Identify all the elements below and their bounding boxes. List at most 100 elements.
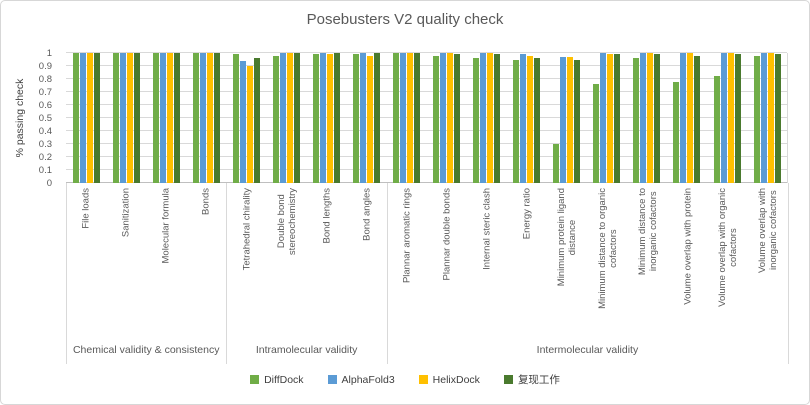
bar-DiffDock <box>72 53 79 183</box>
group-label: Intermolecular validity <box>536 344 639 356</box>
bar-AlphaFold3 <box>199 53 206 183</box>
bar-复现工作 <box>774 54 781 183</box>
bar-DiffDock <box>272 55 279 183</box>
legend-swatch-icon <box>418 375 428 384</box>
gridline <box>66 156 787 157</box>
category-label: Minimum distance to organic cofactors <box>596 188 619 309</box>
bar-DiffDock <box>593 84 600 183</box>
legend-item: AlphaFold3 <box>327 374 395 386</box>
bar-HelixDock <box>86 53 93 183</box>
bars-layer <box>66 53 787 183</box>
category-label: Bond lengths <box>321 188 333 244</box>
bar-AlphaFold3 <box>79 53 86 183</box>
bar-复现工作 <box>734 54 741 183</box>
category-label: Double bond stereochemistry <box>275 188 298 256</box>
bar-group <box>467 53 507 183</box>
bar-DiffDock <box>192 53 199 183</box>
category-label: Internal steric clash <box>481 188 493 270</box>
y-tick-label: 1 <box>46 47 52 59</box>
gridline <box>66 169 787 170</box>
bar-AlphaFold3 <box>640 53 647 183</box>
bar-HelixDock <box>487 53 494 183</box>
bar-DiffDock <box>352 54 359 183</box>
y-tick-label: 0.9 <box>38 60 52 72</box>
chart-title: Posebusters V2 quality check <box>306 11 504 28</box>
bar-AlphaFold3 <box>760 53 767 183</box>
bar-复现工作 <box>414 53 421 183</box>
bar-复现工作 <box>93 53 100 183</box>
category-label: Bond angles <box>361 188 373 241</box>
bar-DiffDock <box>713 76 720 183</box>
category-label: Minimum protein ligand distance <box>556 188 579 287</box>
category-label: Volume overlap with organic cofactors <box>716 188 739 307</box>
bar-DiffDock <box>112 53 119 183</box>
bar-HelixDock <box>447 53 454 183</box>
group-separator <box>386 183 388 364</box>
bar-HelixDock <box>607 54 614 183</box>
bar-DiffDock <box>633 58 640 183</box>
bar-复现工作 <box>373 53 380 183</box>
legend-label: DiffDock <box>264 373 304 386</box>
legend-item: DiffDock <box>250 373 304 386</box>
bar-AlphaFold3 <box>440 53 447 183</box>
bar-AlphaFold3 <box>600 53 607 183</box>
legend-item: HelixDock <box>418 373 480 386</box>
legend-swatch-icon <box>250 375 260 384</box>
bar-group <box>667 53 707 183</box>
category-label: Minimum distance to inorganic cofactors <box>636 188 659 276</box>
bar-AlphaFold3 <box>560 56 567 183</box>
bar-group <box>587 53 627 183</box>
bar-复现工作 <box>213 53 220 183</box>
bar-HelixDock <box>767 53 774 183</box>
gridline <box>66 117 787 118</box>
category-label: Plannar double bonds <box>441 188 453 281</box>
bar-HelixDock <box>527 55 534 183</box>
bar-group <box>507 53 547 183</box>
bar-复现工作 <box>253 58 260 183</box>
bar-AlphaFold3 <box>400 53 407 183</box>
bar-DiffDock <box>473 58 480 183</box>
bar-DiffDock <box>232 54 239 183</box>
legend-label: 复现工作 <box>517 374 560 386</box>
gridline <box>66 52 787 53</box>
bar-复现工作 <box>534 58 541 183</box>
gridline <box>66 143 787 144</box>
group-separator <box>226 183 228 364</box>
bar-group <box>186 53 226 183</box>
bar-HelixDock <box>326 54 333 183</box>
bar-HelixDock <box>246 66 253 183</box>
gridline <box>66 104 787 105</box>
category-label: Volume overlap with protein <box>682 188 694 305</box>
category-label: Energy ratio <box>521 188 533 240</box>
bar-HelixDock <box>126 53 133 183</box>
legend: DiffDock AlphaFold3 HelixDock 复现工作 <box>1 372 809 387</box>
bar-DiffDock <box>312 54 319 183</box>
bar-HelixDock <box>407 53 414 183</box>
category-label: Bonds <box>200 188 212 215</box>
bar-DiffDock <box>513 59 520 183</box>
bar-HelixDock <box>286 53 293 183</box>
bar-AlphaFold3 <box>720 53 727 183</box>
bar-AlphaFold3 <box>119 53 126 183</box>
y-tick-label: 0.6 <box>38 99 52 111</box>
x-axis-line <box>66 182 787 183</box>
bar-复现工作 <box>293 53 300 183</box>
y-tick-label: 0.2 <box>38 151 52 163</box>
bar-group <box>747 53 787 183</box>
bar-AlphaFold3 <box>159 53 166 183</box>
bar-复现工作 <box>614 54 621 183</box>
bar-DiffDock <box>433 55 440 183</box>
bar-group <box>106 53 146 183</box>
bar-group <box>707 53 747 183</box>
legend-swatch-icon <box>503 375 513 384</box>
bar-group <box>146 53 186 183</box>
bar-group <box>627 53 667 183</box>
group-label: Chemical validity & consistency <box>72 344 220 356</box>
legend-label: HelixDock <box>432 373 480 386</box>
bar-group <box>66 53 106 183</box>
y-tick-label: 0 <box>46 177 52 189</box>
gridline <box>66 91 787 92</box>
bar-DiffDock <box>152 53 159 183</box>
y-tick-label: 0.3 <box>38 138 52 150</box>
